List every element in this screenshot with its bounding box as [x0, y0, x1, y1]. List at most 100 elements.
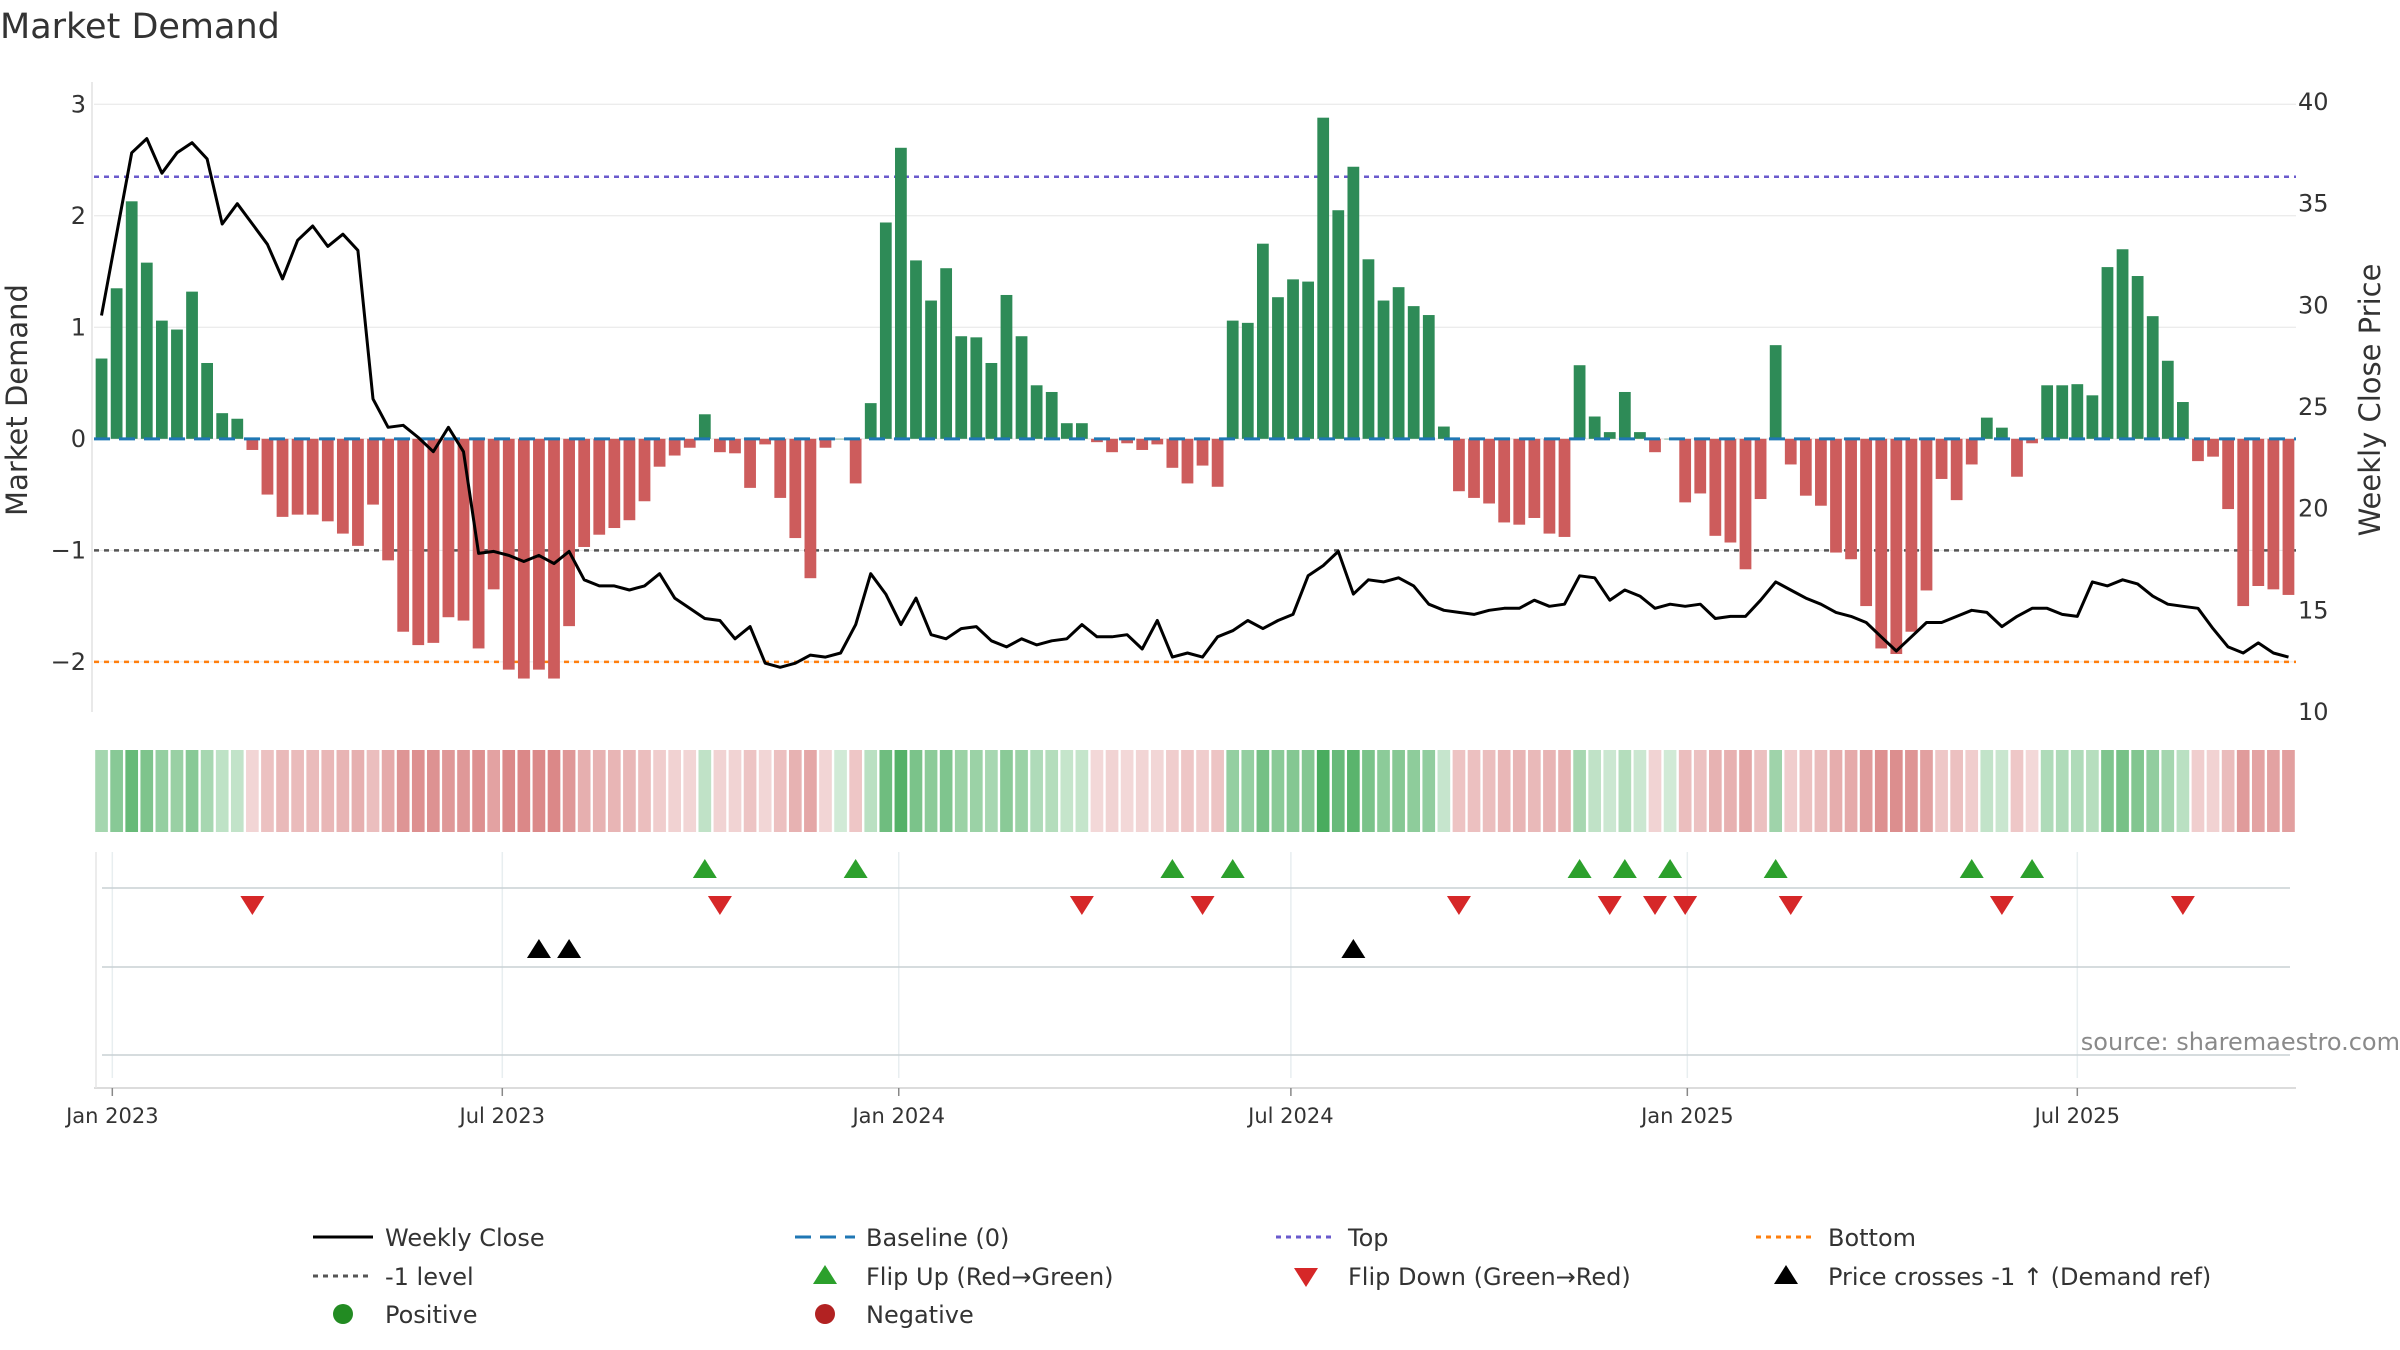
flip-up-marker	[1220, 859, 1245, 878]
heat-cell	[366, 750, 380, 832]
heat-cell	[879, 750, 893, 832]
demand-bar	[774, 438, 787, 498]
heat-cell	[502, 750, 516, 832]
heat-cell	[1241, 750, 1255, 832]
heat-cell	[819, 750, 832, 832]
flip-up-marker	[1959, 859, 1984, 878]
demand-bar	[1030, 385, 1043, 439]
demand-bar	[1166, 438, 1179, 468]
positive-dot-icon	[333, 1304, 353, 1324]
demand-bar	[1181, 438, 1194, 484]
heat-cell	[1166, 750, 1179, 832]
legend-top: Top	[1276, 1224, 1389, 1252]
demand-bar	[1513, 438, 1526, 525]
demand-bar	[517, 438, 530, 679]
heat-cell	[1316, 750, 1330, 832]
demand-bar	[1241, 322, 1254, 439]
heat-cell	[276, 750, 289, 832]
heat-cell	[1859, 750, 1873, 832]
heat-cell	[1678, 750, 1692, 832]
demand-bar	[1528, 438, 1541, 518]
demand-bar	[261, 438, 274, 495]
demand-bar	[2282, 438, 2295, 595]
heat-cell	[1090, 750, 1104, 832]
flip-down-marker	[240, 896, 265, 915]
heat-cell	[608, 750, 621, 832]
heat-cell	[2176, 750, 2190, 832]
left-tick-label: 0	[71, 425, 86, 453]
flip-down-marker	[1778, 896, 1803, 915]
legend-flip-up-label: Flip Up (Red→Green)	[866, 1263, 1114, 1291]
source-note: source: sharemaestro.com	[2081, 1028, 2400, 1056]
demand-bar	[563, 438, 575, 627]
flip-down-marker	[1597, 896, 1622, 915]
x-tick-label: Jan 2023	[64, 1104, 159, 1128]
heat-cell	[396, 750, 410, 832]
weekly-close-line	[100, 137, 2289, 669]
heat-cell	[1920, 750, 1933, 832]
demand-bar	[2116, 249, 2129, 439]
demand-bar	[1091, 438, 1103, 443]
legend-bottom: Bottom	[1756, 1224, 1916, 1252]
demand-bar	[2252, 438, 2265, 586]
heat-cell	[1648, 750, 1662, 832]
heat-cell	[2251, 750, 2265, 832]
negative-dot-icon	[815, 1304, 835, 1324]
x-tick-label: Jul 2023	[458, 1104, 545, 1128]
heat-cell	[562, 750, 576, 832]
heat-cell	[246, 750, 259, 832]
heat-cell	[743, 750, 757, 832]
demand-bar	[1649, 438, 1661, 453]
heat-cell	[1331, 750, 1345, 832]
heat-cell	[773, 750, 787, 832]
demand-bar	[2192, 438, 2204, 462]
right-axis-ticks: 40 35 30 25 20 15 10	[2298, 88, 2329, 726]
x-tick-label: Jan 2024	[850, 1104, 945, 1128]
demand-bar	[382, 438, 394, 561]
heat-cell	[698, 750, 712, 832]
heat-cell	[1980, 750, 1994, 832]
heat-cell	[1045, 750, 1059, 832]
heat-cell	[894, 750, 908, 832]
legend: Weekly Close Baseline (0) Top Bottom -1 …	[313, 1224, 2211, 1329]
heat-cell	[1754, 750, 1767, 832]
demand-bar	[125, 201, 138, 439]
heat-cell	[215, 750, 229, 832]
right-tick-label: 40	[2298, 88, 2329, 116]
heat-cell	[1784, 750, 1798, 832]
demand-bar	[1573, 365, 1586, 439]
heat-cell	[321, 750, 335, 832]
demand-bar	[2237, 438, 2250, 607]
demand-bar	[593, 438, 606, 535]
demand-bar	[1588, 416, 1601, 439]
demand-bar	[2026, 438, 2038, 444]
demand-bar	[985, 362, 998, 439]
heat-cell	[472, 750, 485, 832]
demand-bar	[336, 438, 349, 534]
demand-bar	[1437, 426, 1450, 439]
heat-cell	[532, 750, 546, 832]
heat-cell	[140, 750, 154, 832]
signal-markers	[240, 859, 2195, 958]
heat-cell	[185, 750, 199, 832]
weekly-close-polyline	[100, 137, 2289, 669]
demand-bar	[110, 288, 123, 439]
heat-cell	[1618, 750, 1632, 832]
heat-cell	[1271, 750, 1285, 832]
demand-bar	[1996, 427, 2008, 439]
demand-bar	[698, 414, 711, 439]
demand-bar	[1468, 438, 1480, 498]
demand-bar	[970, 337, 983, 439]
legend-baseline-label: Baseline (0)	[866, 1224, 1009, 1252]
heat-cell	[1226, 750, 1240, 832]
demand-bar	[1815, 438, 1827, 506]
heat-cell	[1844, 750, 1858, 832]
demand-bar	[1483, 438, 1495, 504]
demand-bar	[1407, 306, 1420, 439]
demand-bar	[1000, 294, 1013, 439]
demand-bar	[2161, 360, 2174, 439]
heat-cell	[1829, 750, 1843, 832]
demand-bar	[623, 438, 636, 521]
demand-bar	[1784, 438, 1797, 465]
demand-bar	[834, 438, 847, 440]
